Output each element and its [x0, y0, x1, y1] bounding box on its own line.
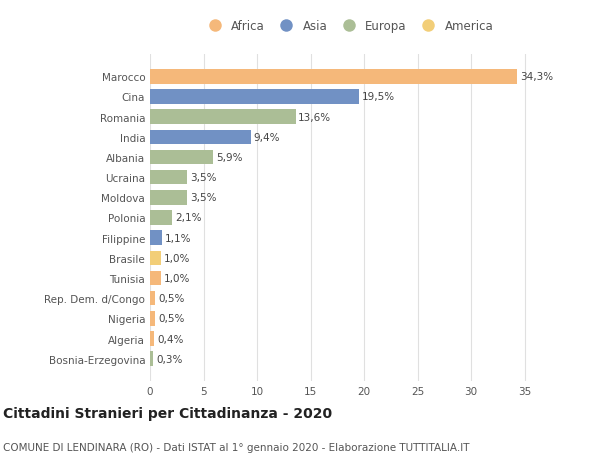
Bar: [150, 311, 155, 326]
Bar: [150, 90, 359, 105]
Text: 5,9%: 5,9%: [216, 153, 242, 162]
Text: 0,4%: 0,4%: [157, 334, 184, 344]
Bar: [150, 331, 154, 346]
Text: 19,5%: 19,5%: [361, 92, 395, 102]
Text: Cittadini Stranieri per Cittadinanza - 2020: Cittadini Stranieri per Cittadinanza - 2…: [3, 406, 332, 420]
Bar: [150, 190, 187, 205]
Text: 1,0%: 1,0%: [163, 253, 190, 263]
Text: 1,0%: 1,0%: [163, 274, 190, 283]
Text: 3,5%: 3,5%: [190, 193, 217, 203]
Bar: [150, 211, 172, 225]
Bar: [150, 130, 251, 145]
Text: 34,3%: 34,3%: [520, 72, 553, 82]
Bar: [150, 231, 162, 246]
Bar: [150, 151, 213, 165]
Bar: [150, 251, 161, 265]
Text: 2,1%: 2,1%: [175, 213, 202, 223]
Text: 9,4%: 9,4%: [253, 133, 280, 142]
Bar: [150, 110, 296, 125]
Text: 0,3%: 0,3%: [156, 354, 182, 364]
Text: 0,5%: 0,5%: [158, 294, 184, 303]
Text: 0,5%: 0,5%: [158, 313, 184, 324]
Bar: [150, 271, 161, 285]
Bar: [150, 171, 187, 185]
Text: 1,1%: 1,1%: [164, 233, 191, 243]
Text: 3,5%: 3,5%: [190, 173, 217, 183]
Legend: Africa, Asia, Europa, America: Africa, Asia, Europa, America: [198, 15, 498, 38]
Bar: [150, 291, 155, 306]
Text: COMUNE DI LENDINARA (RO) - Dati ISTAT al 1° gennaio 2020 - Elaborazione TUTTITAL: COMUNE DI LENDINARA (RO) - Dati ISTAT al…: [3, 442, 470, 452]
Text: 13,6%: 13,6%: [298, 112, 331, 123]
Bar: [150, 352, 153, 366]
Bar: [150, 70, 517, 84]
